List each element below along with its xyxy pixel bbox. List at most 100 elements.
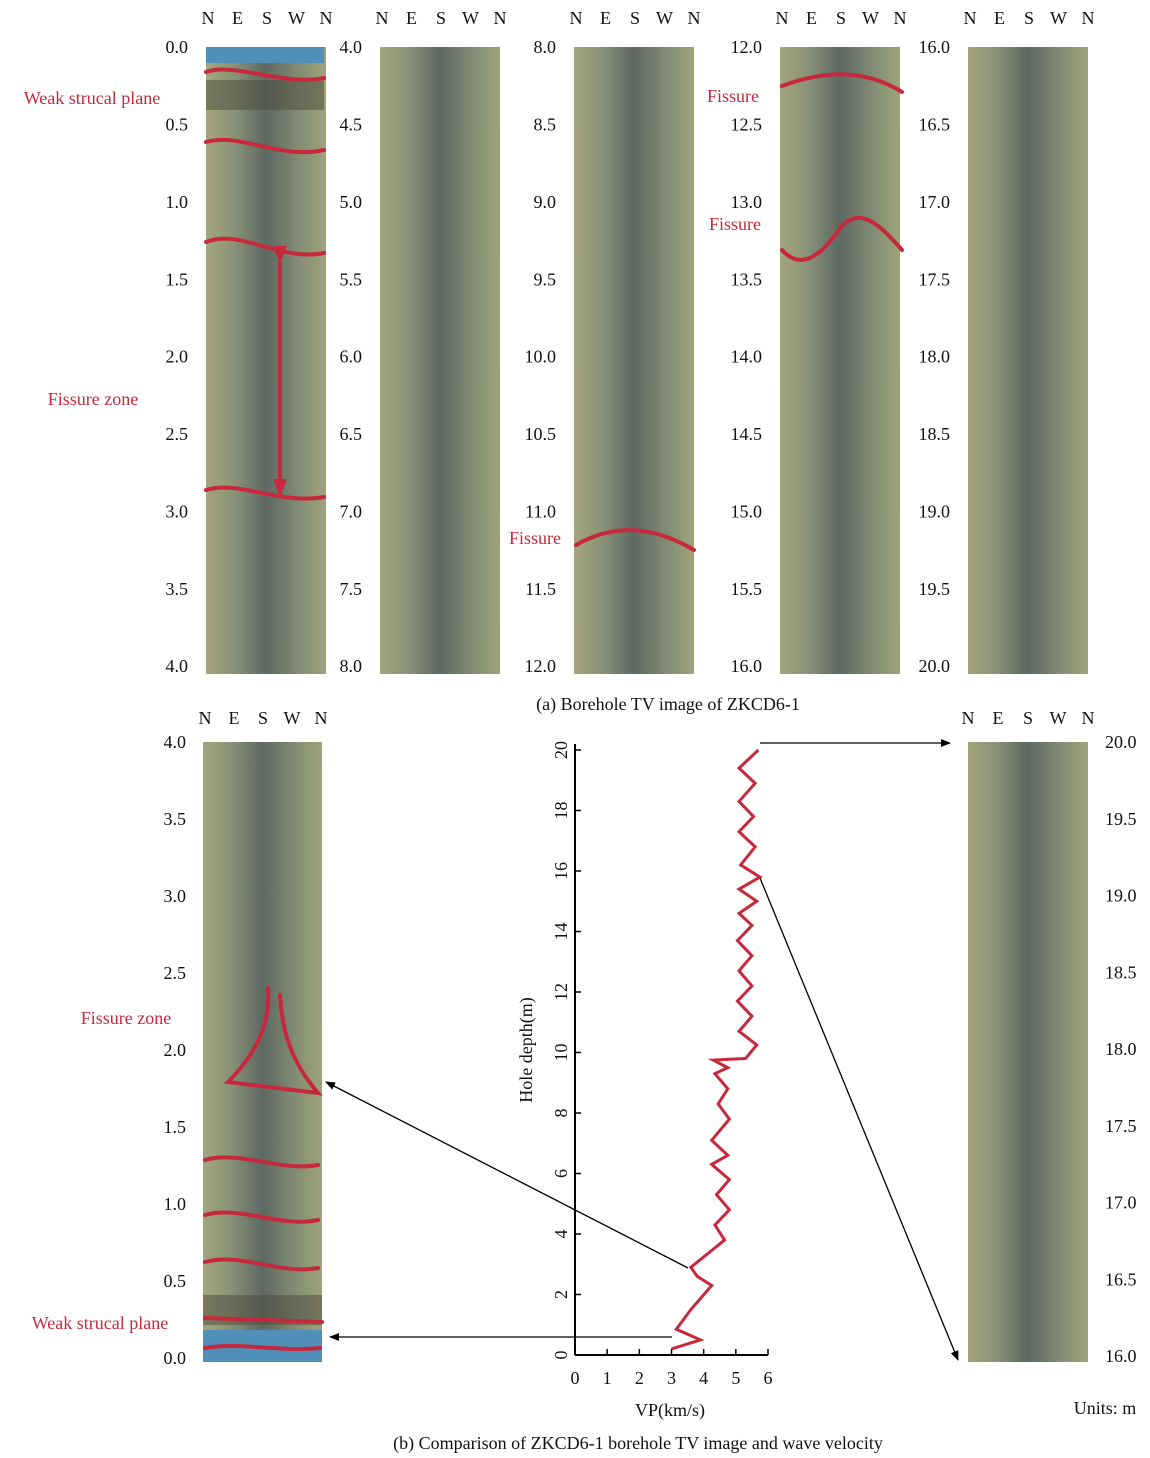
- annotation: Fissure zone: [81, 1008, 171, 1028]
- depth-label: 18.5: [1105, 962, 1137, 982]
- compass-label: E: [993, 708, 1004, 728]
- caption: (a) Borehole TV image of ZKCD6-1: [536, 694, 800, 715]
- compass-label: N: [494, 8, 507, 28]
- compass-label: S: [1024, 8, 1034, 28]
- depth-label: 0.0: [166, 37, 189, 57]
- depth-label: 6.0: [340, 347, 363, 367]
- depth-label: 18.0: [919, 347, 951, 367]
- depth-label: 2.0: [166, 347, 189, 367]
- borehole-image: [780, 47, 900, 674]
- depth-label: 8.0: [340, 656, 363, 676]
- compass-label: N: [1082, 8, 1095, 28]
- depth-label: 4.0: [166, 656, 189, 676]
- depth-label: 17.0: [919, 192, 951, 212]
- compass-label: N: [894, 8, 907, 28]
- compass-label: N: [320, 8, 333, 28]
- compass-label: S: [258, 708, 268, 728]
- compass-label: N: [776, 8, 789, 28]
- depth-label: 8.5: [534, 115, 557, 135]
- y-tick-label: 0: [551, 1351, 571, 1360]
- caption: (b) Comparison of ZKCD6-1 borehole TV im…: [393, 1433, 883, 1454]
- depth-label: 16.5: [919, 115, 951, 135]
- compass-label: W: [1050, 8, 1067, 28]
- compass-label: N: [688, 8, 701, 28]
- compass-label: W: [288, 8, 305, 28]
- compass-label: S: [630, 8, 640, 28]
- depth-label: 10.0: [525, 347, 557, 367]
- depth-label: 12.0: [731, 37, 763, 57]
- depth-label: 10.5: [525, 424, 557, 444]
- y-tick-label: 16: [551, 862, 571, 880]
- depth-label: 16.0: [1105, 1346, 1137, 1366]
- depth-label: 3.5: [164, 809, 187, 829]
- depth-label: 3.0: [166, 501, 189, 521]
- depth-label: 7.0: [340, 501, 363, 521]
- depth-label: 8.0: [534, 37, 557, 57]
- depth-label: 4.0: [164, 732, 187, 752]
- depth-label: 5.0: [340, 192, 363, 212]
- borehole-images: [203, 47, 1088, 1362]
- depth-label: 1.5: [166, 269, 189, 289]
- depth-label: 16.0: [731, 656, 763, 676]
- depth-label: 0.5: [164, 1271, 187, 1291]
- depth-label: 4.0: [340, 37, 363, 57]
- depth-label: 1.0: [166, 192, 189, 212]
- compass-label: E: [994, 8, 1005, 28]
- annotation: Fissure: [709, 214, 761, 234]
- depth-label: 11.0: [525, 501, 556, 521]
- depth-label: 13.0: [731, 192, 763, 212]
- x-tick-label: 3: [667, 1368, 676, 1388]
- x-tick-label: 4: [699, 1368, 708, 1388]
- depth-label: 3.5: [166, 579, 189, 599]
- y-tick-label: 18: [551, 802, 571, 820]
- compass-label: W: [1050, 708, 1067, 728]
- compass-label: E: [232, 8, 243, 28]
- x-axis-label: VP(km/s): [635, 1400, 705, 1421]
- depth-label: 4.5: [340, 115, 363, 135]
- compass-label: N: [570, 8, 583, 28]
- y-tick-label: 12: [551, 983, 571, 1001]
- depth-label: 9.5: [534, 269, 557, 289]
- annotation: Fissure zone: [48, 389, 138, 409]
- depth-label: 18.5: [919, 424, 951, 444]
- depth-label: 2.5: [164, 963, 187, 983]
- y-tick-label: 8: [551, 1109, 571, 1118]
- annotation: Weak strucal plane: [32, 1313, 169, 1333]
- casing: [206, 47, 324, 63]
- depth-label: 18.0: [1105, 1039, 1137, 1059]
- depth-label: 11.5: [525, 579, 556, 599]
- depth-label: 12.0: [525, 656, 557, 676]
- compass-label: W: [656, 8, 673, 28]
- depth-label: 17.5: [919, 269, 951, 289]
- fissure-traces: [203, 67, 904, 1351]
- units: Units: m: [1074, 1398, 1137, 1418]
- compass-label: S: [836, 8, 846, 28]
- borehole-image: [574, 47, 694, 674]
- compass-label: W: [284, 708, 301, 728]
- annotation: Weak strucal plane: [24, 88, 161, 108]
- depth-label: 20.0: [1105, 732, 1137, 752]
- y-tick-label: 6: [551, 1169, 571, 1178]
- x-tick-label: 6: [764, 1368, 773, 1388]
- x-tick-label: 2: [635, 1368, 644, 1388]
- depth-label: 14.0: [731, 347, 763, 367]
- borehole-image: [968, 742, 1088, 1362]
- compass-label: N: [202, 8, 215, 28]
- pointer-arrows: [325, 739, 959, 1361]
- compass-label: N: [315, 708, 328, 728]
- depth-label: 19.5: [1105, 809, 1137, 829]
- depth-label: 5.5: [340, 269, 363, 289]
- compass-label: W: [862, 8, 879, 28]
- depth-label: 15.5: [731, 579, 763, 599]
- y-tick-label: 2: [551, 1290, 571, 1299]
- depth-label: 7.5: [340, 579, 363, 599]
- depth-label: 0.5: [166, 115, 189, 135]
- y-tick-label: 20: [551, 741, 571, 759]
- velocity-line: [671, 748, 763, 1351]
- depth-label: 16.5: [1105, 1269, 1137, 1289]
- compass-label: S: [436, 8, 446, 28]
- depth-label: 19.5: [919, 579, 951, 599]
- y-tick-label: 4: [551, 1230, 571, 1239]
- depth-label: 0.0: [164, 1348, 187, 1368]
